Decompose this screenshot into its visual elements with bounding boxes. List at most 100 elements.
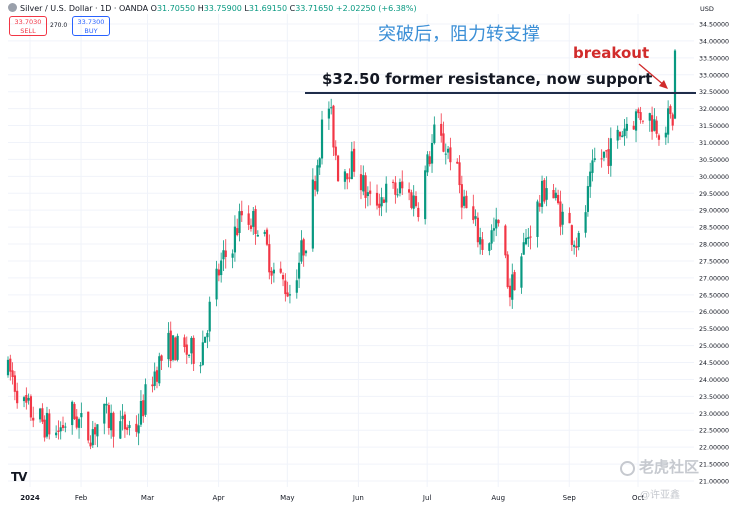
candle-up	[256, 234, 259, 237]
candle-down	[279, 268, 282, 273]
candle-down	[217, 269, 220, 276]
candle-up	[536, 201, 539, 237]
candle-up	[119, 421, 122, 439]
candle-down	[348, 177, 351, 179]
candle-down	[639, 112, 642, 121]
candle-up	[653, 119, 656, 131]
high-label: H	[197, 4, 204, 13]
candle-down	[508, 285, 512, 298]
candle-down	[336, 155, 340, 182]
candle-down	[391, 181, 395, 183]
candle-up	[648, 113, 651, 121]
candle-down	[655, 120, 658, 134]
candle-up	[366, 192, 369, 197]
tradingview-logo[interactable]: TV	[11, 470, 28, 484]
candle-down	[135, 423, 138, 432]
price-tick-label: 25.50000	[699, 326, 729, 333]
candle-up	[380, 197, 383, 207]
candle-down	[669, 106, 672, 115]
candle-up	[586, 186, 590, 212]
candle-up	[167, 332, 170, 360]
candle-up	[527, 237, 530, 239]
candle-up	[412, 195, 415, 209]
price-tick-label: 29.50000	[699, 191, 729, 198]
symbol-header: Silver / U.S. Dollar · 1D · OANDA O31.70…	[8, 3, 417, 13]
candle-down	[364, 175, 367, 198]
candle-down	[394, 182, 397, 195]
candle-down	[417, 207, 420, 218]
price-tick-label: 32.50000	[699, 89, 729, 96]
price-tick-label: 22.00000	[699, 445, 729, 452]
price-tick-label: 24.50000	[699, 360, 729, 367]
candle-up	[621, 135, 624, 138]
open-label: O	[150, 4, 157, 13]
candle-up	[318, 158, 321, 168]
silver-symbol-icon	[8, 3, 17, 12]
time-axis[interactable]: 2024 Feb Mar Apr May Jun Jul Aug Sep Oct	[20, 494, 644, 502]
candle-down	[346, 173, 349, 180]
close-value: 33.71650	[295, 4, 334, 13]
tiger-logo-icon	[620, 461, 635, 476]
candle-down	[476, 217, 479, 243]
candle-down	[353, 148, 356, 172]
candle-down	[637, 109, 640, 114]
candle-down	[87, 411, 90, 441]
currency-label[interactable]: USD	[700, 5, 714, 13]
price-tick-label: 34.00000	[699, 38, 729, 45]
candle-down	[408, 189, 411, 193]
candle-down	[41, 408, 44, 422]
candle-up	[573, 244, 576, 247]
candle-down	[428, 156, 431, 165]
candle-up	[433, 124, 436, 144]
candle-up	[522, 242, 525, 255]
candle-up	[6, 359, 10, 376]
candle-up	[602, 151, 606, 158]
candle-down	[472, 206, 475, 221]
time-tick-label: Oct	[632, 494, 644, 502]
candle-up	[187, 354, 191, 356]
candle-up	[233, 226, 237, 253]
high-value: 33.75900	[203, 4, 242, 13]
sell-button[interactable]: 33.7030 SELL	[9, 16, 47, 36]
candle-up	[584, 212, 587, 233]
candle-up	[201, 342, 204, 365]
time-tick-label: Jul	[422, 494, 432, 502]
candle-down	[618, 131, 622, 137]
symbol-name[interactable]: Silver / U.S. Dollar · 1D · OANDA	[20, 4, 149, 13]
candle-up	[616, 129, 619, 141]
time-tick-label: Aug	[491, 494, 505, 502]
candle-down	[192, 337, 195, 364]
candle-up	[80, 413, 83, 418]
candle-up	[22, 397, 26, 402]
candle-up	[215, 268, 218, 300]
candle-up	[664, 132, 667, 138]
candle-up	[330, 107, 333, 109]
open-value: 31.70550	[156, 4, 196, 13]
candle-down	[240, 211, 243, 216]
candle-down	[123, 414, 126, 430]
price-axis[interactable]: 21.00000 21.50000 22.00000 22.50000 23.00000…	[699, 22, 729, 486]
candle-up	[667, 108, 670, 135]
candle-down	[442, 133, 445, 152]
candle-up	[297, 262, 301, 279]
chinese-title: 突破后，阻力转支撑	[378, 24, 540, 45]
candle-down	[174, 337, 177, 361]
buy-button[interactable]: 33.7300 BUY	[72, 16, 110, 36]
candle-down	[142, 400, 145, 417]
price-tick-label: 34.50000	[699, 22, 729, 29]
candle-down	[600, 158, 603, 160]
candle-up	[479, 237, 482, 245]
candle-up	[589, 171, 592, 187]
close-label: C	[289, 4, 296, 13]
candle-up	[171, 335, 175, 360]
candle-down	[465, 195, 468, 209]
candle-down	[497, 219, 500, 224]
candle-up	[511, 274, 514, 300]
candle-up	[105, 403, 108, 406]
candle-down	[13, 375, 16, 392]
candle-down	[73, 403, 76, 420]
price-tick-label: 22.50000	[699, 428, 729, 435]
candle-down	[657, 135, 661, 140]
